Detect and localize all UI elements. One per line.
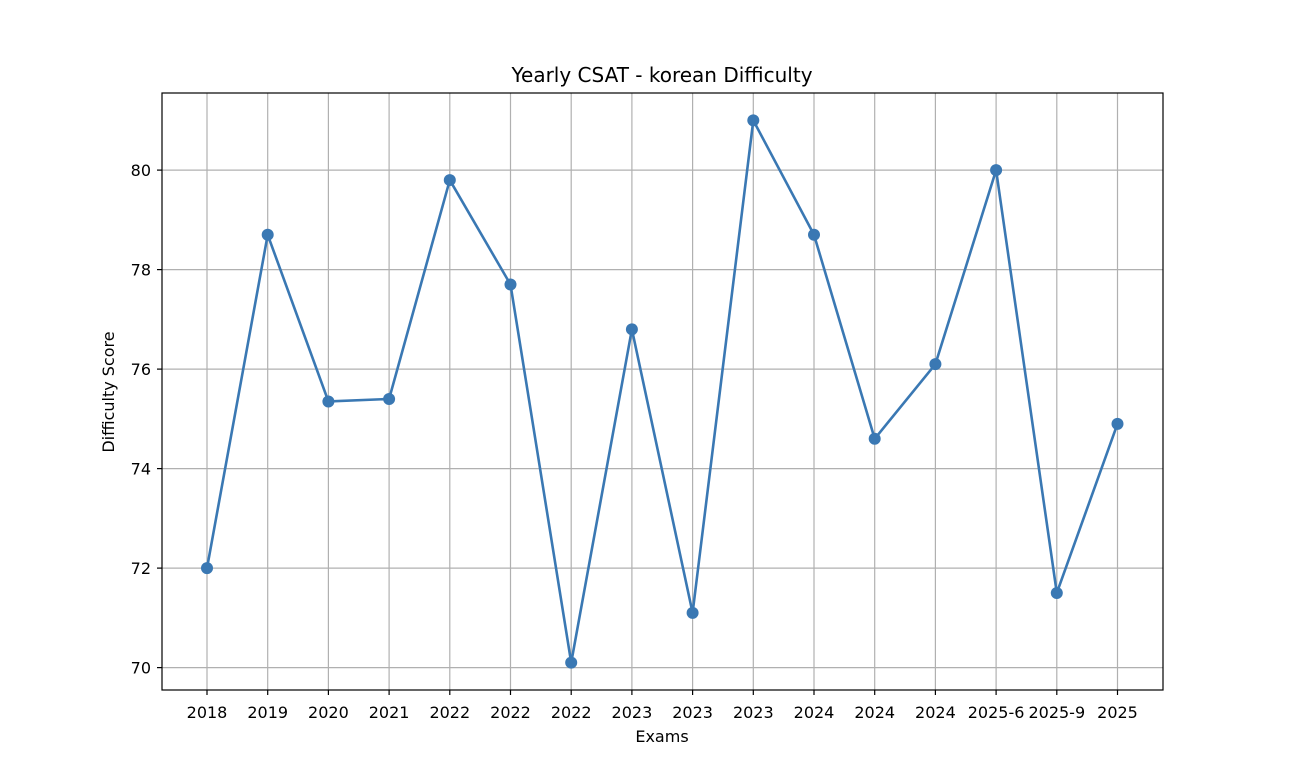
y-axis: 70 72 74 76 78 80 [131, 161, 162, 678]
x-axis: 2018 2019 2020 2021 2022 2022 2022 2023 2023 2023… [187, 690, 1138, 722]
x-tick-label: 2023 [612, 703, 653, 722]
plot-area [161, 92, 1164, 691]
data-point [808, 228, 820, 241]
data-point [565, 656, 578, 669]
data-point [1050, 586, 1063, 599]
x-tick-label: 2025-9 [1028, 703, 1085, 722]
data-point [868, 432, 881, 445]
series-line [205, 119, 1119, 664]
y-tick-label: 74 [131, 460, 151, 479]
y-tick-label: 76 [131, 360, 151, 379]
data-point [929, 358, 942, 371]
data-point [686, 606, 699, 619]
y-tick-label: 78 [131, 261, 151, 280]
x-tick-label: 2025 [1097, 703, 1138, 722]
data-point [383, 392, 396, 405]
x-tick-label: 2024 [854, 703, 895, 722]
x-tick-label: 2018 [187, 703, 228, 722]
data-point [990, 164, 1003, 177]
x-tick-label: 2025-6 [968, 703, 1025, 722]
chart-title: Yearly CSAT - korean Difficulty [510, 63, 812, 87]
data-point [504, 278, 517, 291]
x-tick-label: 2024 [915, 703, 956, 722]
x-tick-label: 2020 [308, 703, 349, 722]
plot-frame [161, 92, 1164, 691]
data-point [322, 395, 335, 408]
x-tick-label: 2024 [794, 703, 835, 722]
data-point [443, 174, 456, 187]
x-tick-label: 2023 [733, 703, 774, 722]
x-tick-label: 2022 [429, 703, 470, 722]
data-point [625, 323, 638, 336]
data-point [1111, 417, 1124, 430]
grid-lines [162, 93, 1163, 690]
y-tick-label: 70 [131, 659, 151, 678]
data-point [747, 114, 760, 127]
x-tick-label: 2019 [247, 703, 288, 722]
y-tick-label: 72 [131, 559, 151, 578]
y-tick-label: 80 [131, 161, 151, 180]
x-tick-label: 2021 [369, 703, 410, 722]
data-point [201, 562, 213, 575]
x-axis-label: Exams [635, 727, 688, 746]
series-layer [201, 114, 1124, 669]
y-axis-label: Difficulty Score [99, 331, 118, 452]
x-tick-label: 2022 [490, 703, 531, 722]
x-tick-label: 2023 [672, 703, 713, 722]
data-point [261, 228, 274, 241]
x-tick-label: 2022 [551, 703, 592, 722]
plot-background [162, 93, 1163, 690]
